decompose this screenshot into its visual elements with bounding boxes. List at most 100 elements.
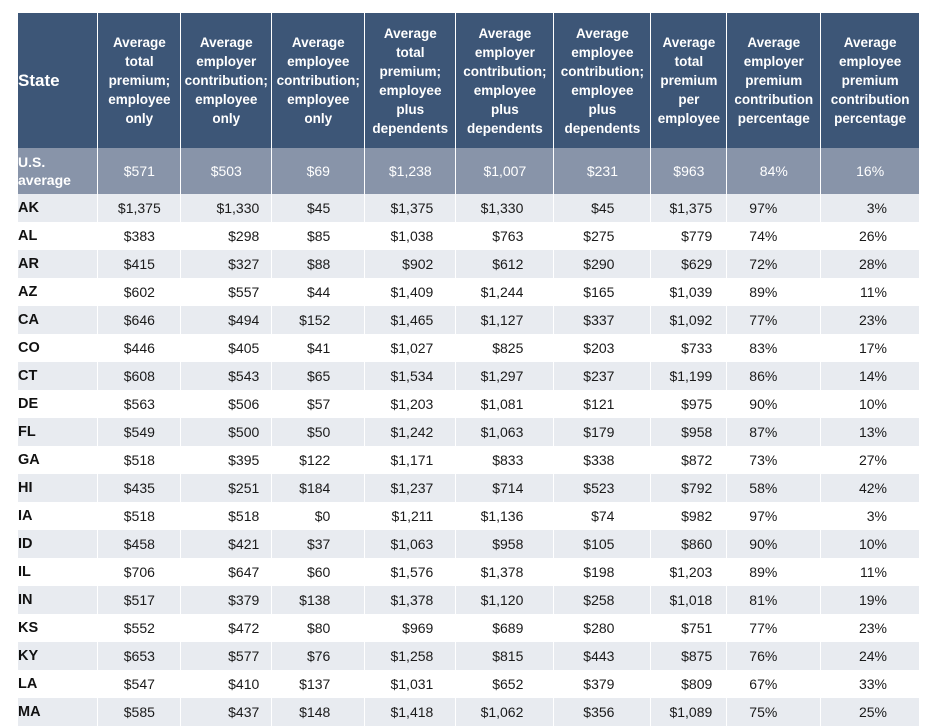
value-cell: 73%	[726, 446, 821, 474]
value-cell: 90%	[726, 390, 821, 418]
value-cell: $975	[650, 390, 727, 418]
value-cell: $122	[271, 446, 365, 474]
value-cell: $1,203	[364, 390, 456, 418]
value-cell: $563	[97, 390, 181, 418]
value-cell: 3%	[820, 502, 919, 530]
value-cell: $1,136	[455, 502, 554, 530]
value-cell: $1,378	[455, 558, 554, 586]
table-row: HI $435 $251 $184 $1,237 $714 $523 $792 58% 42%	[18, 474, 919, 502]
column-header: Average employer contribution; employee …	[455, 13, 554, 148]
value-cell: 77%	[726, 306, 821, 334]
value-cell: $1,409	[364, 278, 456, 306]
column-header: Average employer contribution; employee …	[180, 13, 272, 148]
state-cell: AL	[18, 222, 98, 250]
value-cell: $421	[180, 530, 272, 558]
value-cell: 67%	[726, 670, 821, 698]
value-cell: 28%	[820, 250, 919, 278]
value-cell: 81%	[726, 586, 821, 614]
value-cell: $1,038	[364, 222, 456, 250]
value-cell: $763	[455, 222, 554, 250]
value-cell: $1,534	[364, 362, 456, 390]
table-body: U.S. average $571 $503 $69 $1,238 $1,007 $231 $…	[18, 148, 919, 726]
us-average-cell: 84%	[726, 148, 821, 194]
value-cell: $1,120	[455, 586, 554, 614]
value-cell: $833	[455, 446, 554, 474]
value-cell: $179	[553, 418, 651, 446]
value-cell: $1,576	[364, 558, 456, 586]
value-cell: $41	[271, 334, 365, 362]
value-cell: 75%	[726, 698, 821, 726]
value-cell: $706	[97, 558, 181, 586]
us-average-cell: $503	[180, 148, 272, 194]
value-cell: $50	[271, 418, 365, 446]
value-cell: $1,027	[364, 334, 456, 362]
value-cell: 27%	[820, 446, 919, 474]
table-row: AZ $602 $557 $44 $1,409 $1,244 $165 $1,039 89% 11…	[18, 278, 919, 306]
value-cell: $65	[271, 362, 365, 390]
value-cell: $435	[97, 474, 181, 502]
value-cell: $88	[271, 250, 365, 278]
value-cell: 11%	[820, 558, 919, 586]
table-row: CA $646 $494 $152 $1,465 $1,127 $337 $1,092 77% 2…	[18, 306, 919, 334]
value-cell: $1,039	[650, 278, 727, 306]
state-cell: CA	[18, 306, 98, 334]
value-cell: $1,211	[364, 502, 456, 530]
value-cell: $1,375	[97, 194, 181, 222]
table-row: ID $458 $421 $37 $1,063 $958 $105 $860 90% 10%	[18, 530, 919, 558]
value-cell: $138	[271, 586, 365, 614]
value-cell: $494	[180, 306, 272, 334]
value-cell: $1,081	[455, 390, 554, 418]
state-cell: MA	[18, 698, 98, 726]
value-cell: 86%	[726, 362, 821, 390]
value-cell: $148	[271, 698, 365, 726]
value-cell: 42%	[820, 474, 919, 502]
column-header: Average employee contribution; employee …	[271, 13, 365, 148]
state-cell: FL	[18, 418, 98, 446]
value-cell: 19%	[820, 586, 919, 614]
value-cell: $152	[271, 306, 365, 334]
column-header: Average total premium; employee plus dep…	[364, 13, 456, 148]
value-cell: $1,031	[364, 670, 456, 698]
state-cell: IL	[18, 558, 98, 586]
value-cell: 89%	[726, 558, 821, 586]
state-cell: HI	[18, 474, 98, 502]
state-cell: KY	[18, 642, 98, 670]
value-cell: $500	[180, 418, 272, 446]
value-cell: $714	[455, 474, 554, 502]
value-cell: $860	[650, 530, 727, 558]
value-cell: $1,330	[455, 194, 554, 222]
value-cell: $1,375	[364, 194, 456, 222]
table-header: State Average total premium; employee onl…	[18, 13, 919, 148]
value-cell: $85	[271, 222, 365, 250]
value-cell: $1,418	[364, 698, 456, 726]
value-cell: $275	[553, 222, 651, 250]
value-cell: $57	[271, 390, 365, 418]
value-cell: $518	[180, 502, 272, 530]
value-cell: $1,258	[364, 642, 456, 670]
value-cell: $1,089	[650, 698, 727, 726]
value-cell: 58%	[726, 474, 821, 502]
value-cell: $646	[97, 306, 181, 334]
value-cell: $602	[97, 278, 181, 306]
value-cell: $875	[650, 642, 727, 670]
us-average-row: U.S. average $571 $503 $69 $1,238 $1,007 $231 $…	[18, 148, 919, 194]
value-cell: $958	[650, 418, 727, 446]
value-cell: $608	[97, 362, 181, 390]
value-cell: $337	[553, 306, 651, 334]
value-cell: $379	[180, 586, 272, 614]
state-cell: KS	[18, 614, 98, 642]
column-header-state: State	[18, 13, 98, 148]
value-cell: $751	[650, 614, 727, 642]
value-cell: $982	[650, 502, 727, 530]
value-cell: $0	[271, 502, 365, 530]
value-cell: $733	[650, 334, 727, 362]
value-cell: $443	[553, 642, 651, 670]
value-cell: $1,375	[650, 194, 727, 222]
state-cell: CT	[18, 362, 98, 390]
value-cell: $251	[180, 474, 272, 502]
value-cell: $506	[180, 390, 272, 418]
state-cell: CO	[18, 334, 98, 362]
value-cell: 23%	[820, 306, 919, 334]
table-row: AL $383 $298 $85 $1,038 $763 $275 $779 74% 26%	[18, 222, 919, 250]
us-average-cell: $571	[97, 148, 181, 194]
